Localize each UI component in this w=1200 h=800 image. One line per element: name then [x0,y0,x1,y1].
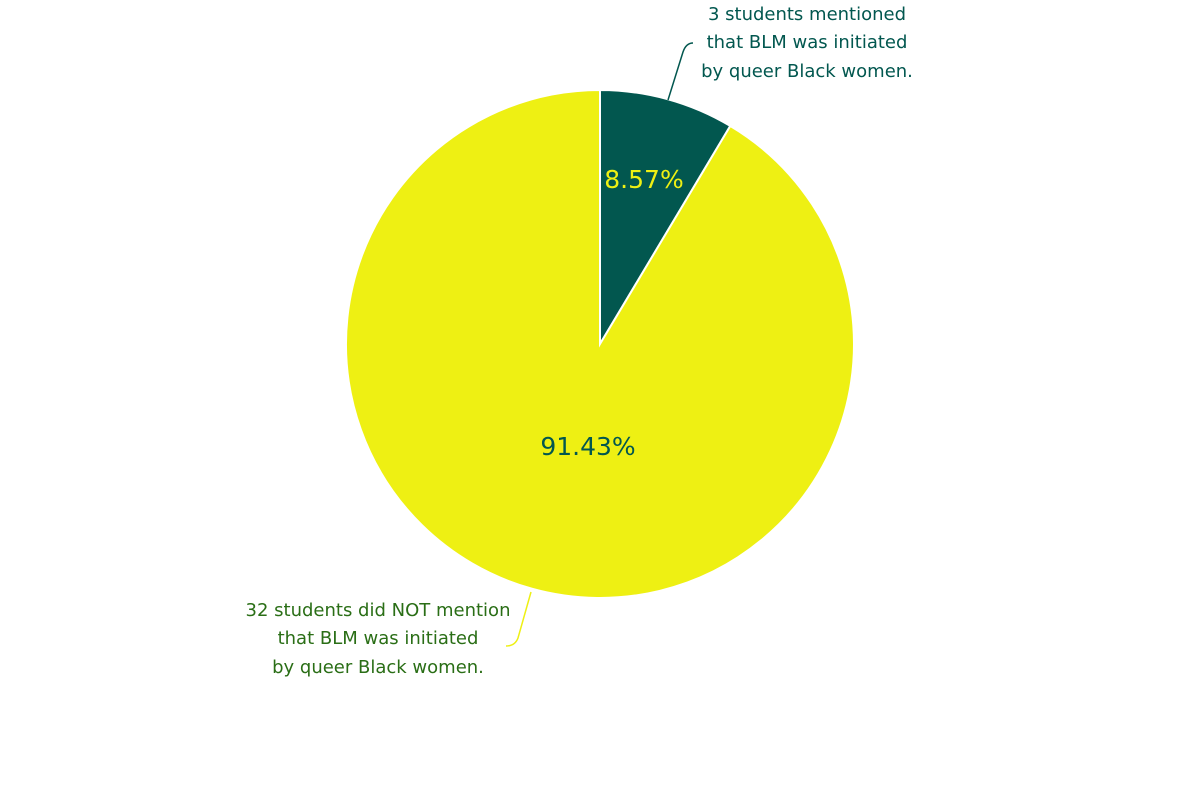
annotation-mentioned-line-2: that BLM was initiated [707,32,908,53]
annotation-not-mentioned-line-1: 32 students did NOT mention [246,600,511,621]
leader-line-not-mentioned [505,591,532,647]
annotation-not-mentioned-line-2: that BLM was initiated [278,628,479,649]
slice-percent-label-not-mentioned: 91.43% [540,432,635,461]
annotation-mentioned: 3 students mentioned that BLM was initia… [701,4,913,82]
slice-percent-label-mentioned: 8.57% [604,165,683,194]
annotation-mentioned-line-1: 3 students mentioned [708,4,906,25]
pie-slice-not-mentioned [345,88,855,599]
annotation-not-mentioned-line-3: by queer Black women. [272,657,484,678]
annotation-mentioned-line-3: by queer Black women. [701,61,913,82]
annotation-not-mentioned: 32 students did NOT mention that BLM was… [246,600,511,678]
annotation-leaders [505,42,694,647]
leader-line-mentioned [667,42,694,101]
pie-slices [345,88,855,599]
